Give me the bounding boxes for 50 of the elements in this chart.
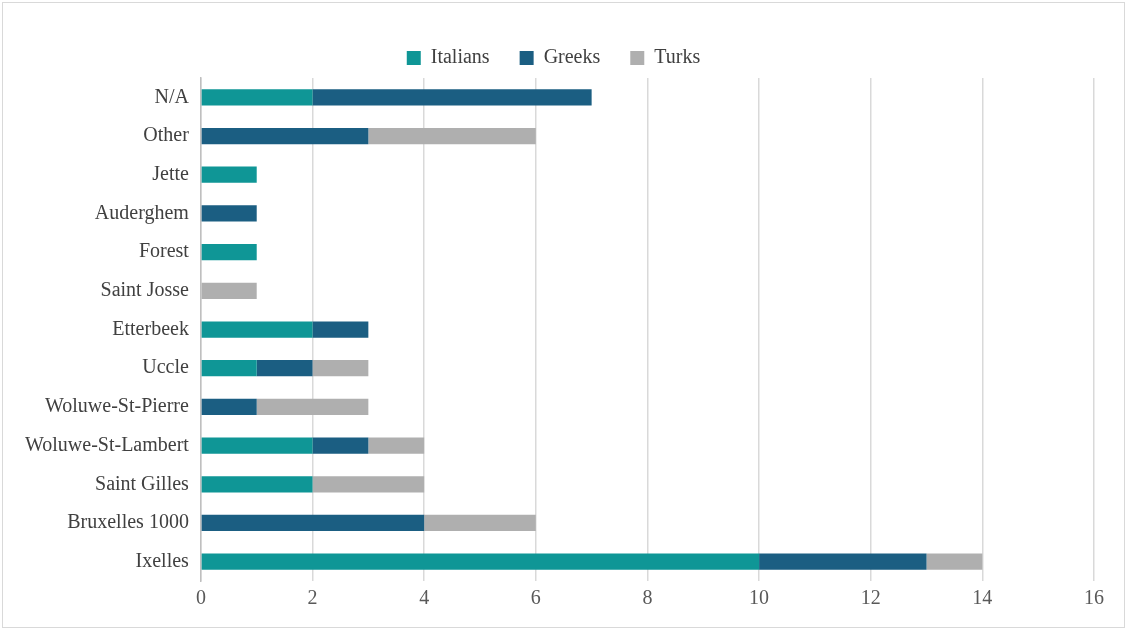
- y-tick-label: Ixelles: [135, 548, 190, 571]
- legend-label: Italians: [430, 45, 490, 68]
- bar: [424, 514, 536, 532]
- bar: [759, 553, 927, 570]
- bar: [256, 398, 369, 416]
- bar: [201, 398, 257, 416]
- bar: [201, 360, 257, 377]
- x-tick-label: 8: [642, 586, 653, 609]
- y-tick-label: Bruxelles 1000: [67, 510, 189, 533]
- y-tick-label: Woluwe-St-Pierre: [44, 394, 190, 417]
- bar: [201, 437, 313, 454]
- legend-label: Turks: [654, 45, 701, 68]
- bar: [201, 282, 257, 299]
- x-tick-label: 6: [530, 586, 541, 609]
- bar: [201, 476, 313, 493]
- bar: [312, 89, 592, 106]
- x-tick-label: 2: [307, 586, 318, 609]
- legend-label: Greeks: [543, 45, 601, 68]
- x-tick-label: 16: [1084, 586, 1104, 609]
- y-tick-label: Forest: [138, 239, 190, 262]
- y-tick-label: Saint Josse: [100, 278, 190, 301]
- x-tick-label: 14: [972, 586, 993, 609]
- y-tick-label: Woluwe-St-Lambert: [24, 432, 190, 455]
- bar: [368, 437, 425, 454]
- y-tick-label: Jette: [152, 161, 190, 184]
- bar: [201, 243, 257, 261]
- bar: [312, 360, 369, 377]
- bar: [201, 321, 313, 338]
- x-tick-label: 4: [419, 586, 430, 609]
- x-tick-label: 10: [749, 586, 770, 609]
- bar: [201, 127, 369, 145]
- bar: [312, 476, 425, 493]
- x-tick-label: 0: [195, 586, 206, 609]
- bar: [201, 205, 257, 222]
- y-tick-label: Uccle: [142, 355, 190, 378]
- bar: [368, 127, 536, 145]
- bar: [201, 514, 425, 532]
- y-tick-label: Etterbeek: [112, 316, 189, 339]
- bar: [312, 321, 369, 338]
- bar: [256, 360, 313, 377]
- bar: [201, 166, 257, 183]
- y-tick-label: Auderghem: [94, 200, 190, 224]
- y-tick-label: N/A: [154, 84, 190, 107]
- x-tick-label: 12: [860, 586, 881, 609]
- y-tick-label: Saint Gilles: [95, 471, 190, 494]
- bar: [926, 553, 983, 570]
- bar: [201, 553, 760, 570]
- bar: [312, 437, 369, 454]
- bar: [201, 89, 313, 106]
- y-tick-label: Other: [143, 123, 190, 146]
